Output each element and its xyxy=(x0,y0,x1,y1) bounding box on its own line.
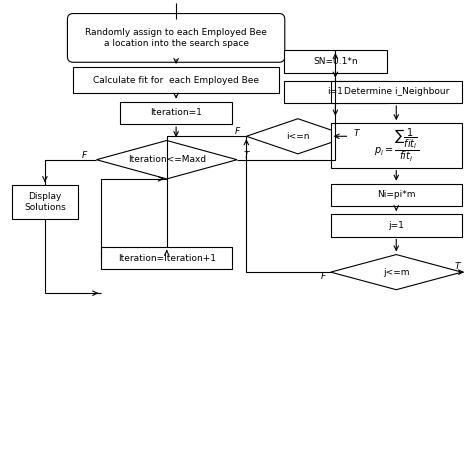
Bar xyxy=(284,50,387,73)
Text: T: T xyxy=(354,128,359,137)
Text: Ni=pi*m: Ni=pi*m xyxy=(377,191,416,200)
Text: Iteration<=Maxd: Iteration<=Maxd xyxy=(128,155,206,164)
FancyBboxPatch shape xyxy=(67,14,285,62)
Text: i=1: i=1 xyxy=(328,87,343,96)
Polygon shape xyxy=(331,255,462,290)
Text: F: F xyxy=(235,127,239,136)
Text: F: F xyxy=(82,151,87,160)
Text: Display
Solutions: Display Solutions xyxy=(24,192,66,211)
Text: j=1: j=1 xyxy=(388,221,404,230)
Text: F: F xyxy=(321,273,326,281)
Bar xyxy=(284,81,387,103)
Text: T: T xyxy=(244,151,249,160)
Text: j<=m: j<=m xyxy=(383,268,410,277)
Text: Randomly assign to each Employed Bee
a location into the search space: Randomly assign to each Employed Bee a l… xyxy=(85,28,267,47)
Text: i<=n: i<=n xyxy=(286,132,310,141)
Text: T: T xyxy=(455,263,460,272)
Text: Iteration=1: Iteration=1 xyxy=(150,109,202,118)
Polygon shape xyxy=(97,140,237,179)
Bar xyxy=(12,185,78,219)
Bar xyxy=(73,67,279,93)
Text: Determine i_Neighbour: Determine i_Neighbour xyxy=(344,87,449,96)
Bar xyxy=(331,81,462,103)
Bar xyxy=(331,214,462,237)
Text: Calculate fit for  each Employed Bee: Calculate fit for each Employed Bee xyxy=(93,75,259,84)
Bar xyxy=(120,101,232,124)
Bar xyxy=(331,183,462,206)
Text: SN=0.1*n: SN=0.1*n xyxy=(313,57,358,66)
Text: $p_i = \dfrac{\sum \dfrac{1}{fit_i}}{fit_i}$: $p_i = \dfrac{\sum \dfrac{1}{fit_i}}{fit… xyxy=(374,127,419,164)
Bar xyxy=(101,247,232,269)
Bar xyxy=(331,123,462,168)
Text: Iteration=Iteration+1: Iteration=Iteration+1 xyxy=(118,254,216,263)
Polygon shape xyxy=(246,118,349,154)
